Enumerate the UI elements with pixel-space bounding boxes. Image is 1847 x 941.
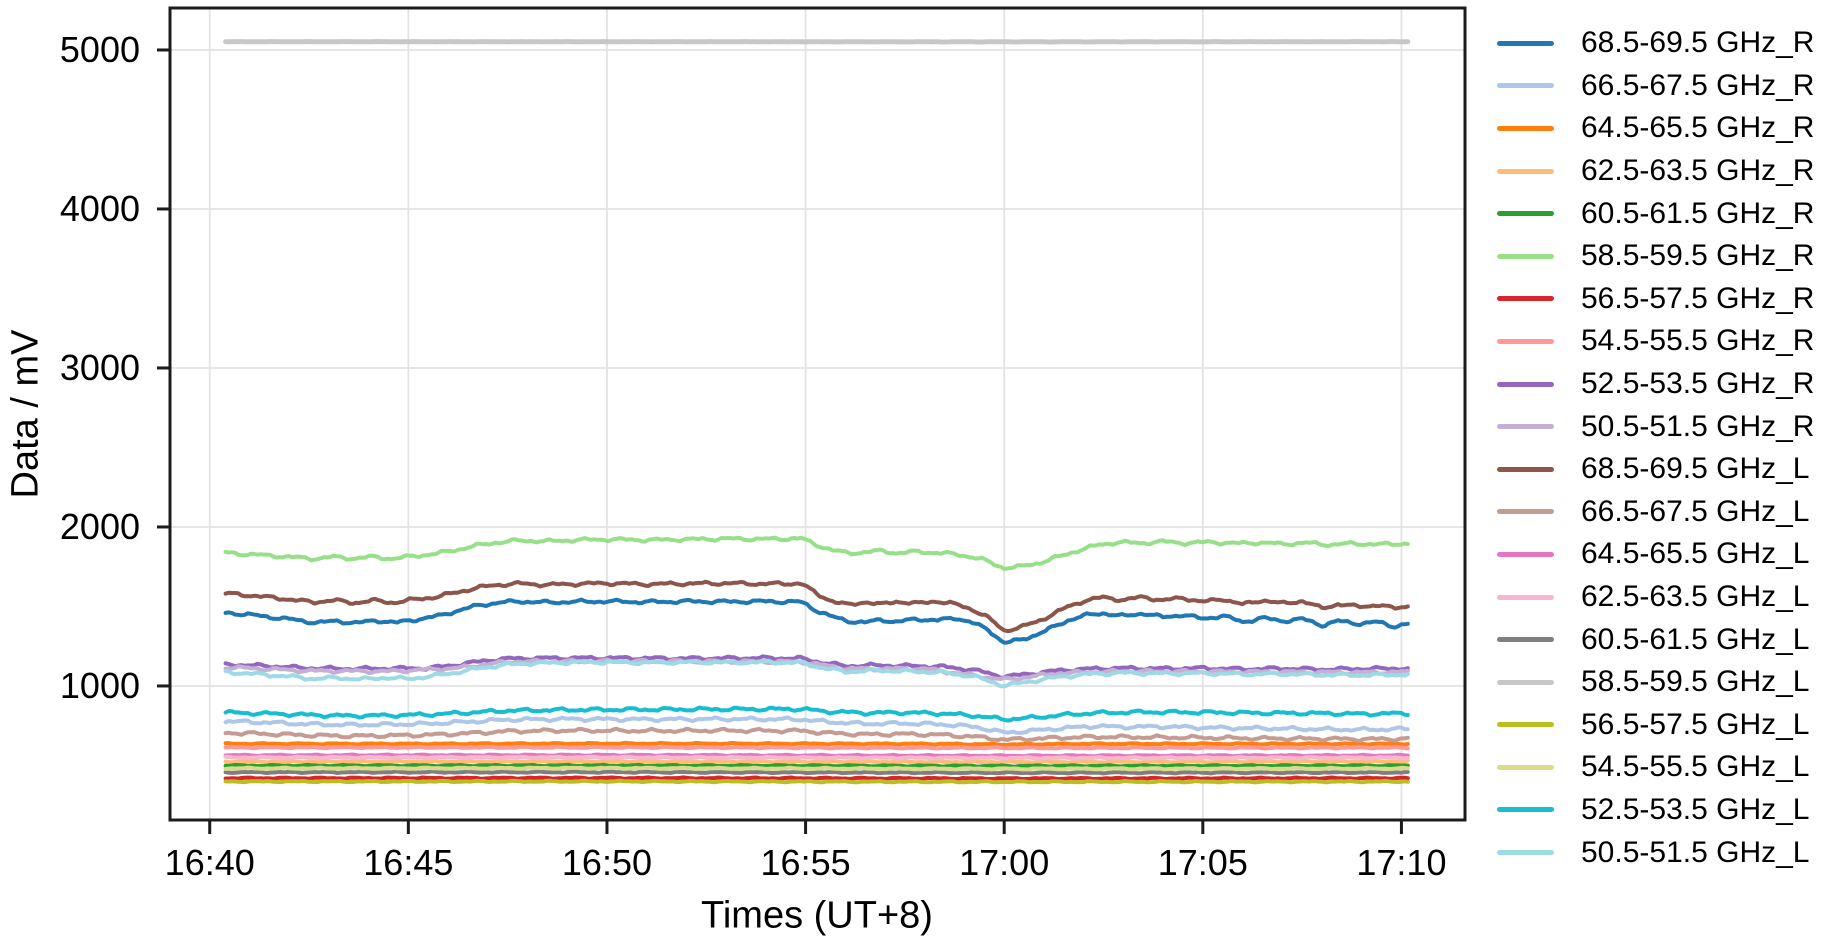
legend-swatch — [1497, 722, 1554, 728]
legend-swatch — [1497, 850, 1554, 856]
legend-swatch — [1497, 253, 1554, 259]
series-line-54.5-55.5 GHz_R — [223, 744, 1410, 751]
legend-swatch — [1497, 381, 1554, 387]
legend-swatch — [1497, 211, 1554, 217]
legend-item: 54.5-55.5 GHz_R — [1497, 320, 1814, 363]
plot-spines — [168, 6, 1467, 822]
series-line-64.5-65.5 GHz_L — [223, 752, 1410, 759]
series-line-68.5-69.5 GHz_L — [223, 579, 1410, 634]
legend-item: 50.5-51.5 GHz_R — [1497, 405, 1814, 448]
series-line-60.5-61.5 GHz_L — [223, 769, 1410, 776]
legend-label: 62.5-63.5 GHz_L — [1581, 580, 1810, 614]
legend-item: 52.5-53.5 GHz_R — [1497, 363, 1814, 406]
legend-label: 60.5-61.5 GHz_R — [1581, 196, 1815, 230]
series-line-50.5-51.5 GHz_L — [223, 658, 1410, 689]
legend-item: 60.5-61.5 GHz_R — [1497, 192, 1814, 235]
legend-item: 56.5-57.5 GHz_L — [1497, 704, 1814, 747]
y-tick-label: 2000 — [59, 505, 140, 547]
series-line-62.5-63.5 GHz_R — [223, 758, 1410, 765]
series-line-52.5-53.5 GHz_L — [223, 705, 1410, 723]
legend-item: 68.5-69.5 GHz_L — [1497, 448, 1814, 491]
legend-label: 54.5-55.5 GHz_R — [1581, 324, 1815, 358]
legend-item: 62.5-63.5 GHz_L — [1497, 576, 1814, 619]
series-line-50.5-51.5 GHz_R — [223, 657, 1410, 682]
legend-item: 56.5-57.5 GHz_R — [1497, 278, 1814, 321]
legend-swatch — [1497, 168, 1554, 174]
legend-swatch — [1497, 466, 1554, 472]
legend-swatch — [1497, 764, 1554, 770]
series-line-60.5-61.5 GHz_R — [223, 762, 1410, 769]
legend-label: 58.5-59.5 GHz_R — [1581, 239, 1815, 273]
y-tick-label: 5000 — [59, 28, 140, 70]
series-line-66.5-67.5 GHz_R — [223, 715, 1410, 735]
x-tick-label: 16:50 — [561, 842, 652, 883]
series-line-64.5-65.5 GHz_R — [223, 740, 1410, 747]
y-tick-label: 3000 — [59, 346, 140, 388]
series-line-58.5-59.5 GHz_L — [223, 39, 1411, 45]
x-tick-label: 16:55 — [760, 842, 851, 883]
legend-label: 54.5-55.5 GHz_L — [1581, 750, 1810, 784]
tick-marks — [157, 48, 1403, 834]
series-lines — [223, 39, 1411, 785]
series-line-56.5-57.5 GHz_L — [223, 778, 1410, 785]
legend-item: 54.5-55.5 GHz_L — [1497, 746, 1814, 789]
legend-item: 66.5-67.5 GHz_R — [1497, 65, 1814, 108]
legend: 68.5-69.5 GHz_R 66.5-67.5 GHz_R 64.5-65.5 … — [1497, 22, 1814, 874]
legend-item: 58.5-59.5 GHz_L — [1497, 661, 1814, 704]
legend-swatch — [1497, 637, 1554, 643]
legend-swatch — [1497, 338, 1554, 344]
x-tick-label: 17:10 — [1356, 842, 1447, 883]
legend-swatch — [1497, 125, 1554, 131]
series-line-58.5-59.5 GHz_R — [223, 535, 1410, 571]
legend-swatch — [1497, 40, 1554, 46]
legend-item: 60.5-61.5 GHz_L — [1497, 618, 1814, 661]
x-tick-label: 16:40 — [164, 842, 255, 883]
series-line-66.5-67.5 GHz_L — [223, 726, 1410, 743]
legend-swatch — [1497, 807, 1554, 813]
legend-label: 68.5-69.5 GHz_R — [1581, 26, 1815, 60]
x-tick-label: 17:00 — [959, 842, 1050, 883]
legend-item: 62.5-63.5 GHz_R — [1497, 150, 1814, 193]
series-line-62.5-63.5 GHz_L — [223, 754, 1410, 761]
legend-label: 68.5-69.5 GHz_L — [1581, 452, 1810, 486]
legend-item: 64.5-65.5 GHz_R — [1497, 107, 1814, 150]
legend-label: 66.5-67.5 GHz_R — [1581, 68, 1815, 102]
legend-item: 64.5-65.5 GHz_L — [1497, 533, 1814, 576]
series-line-68.5-69.5 GHz_R — [223, 597, 1410, 645]
gridlines — [170, 8, 1465, 820]
legend-label: 52.5-53.5 GHz_L — [1581, 792, 1810, 826]
legend-swatch — [1497, 679, 1554, 685]
legend-label: 64.5-65.5 GHz_L — [1581, 537, 1810, 571]
legend-label: 50.5-51.5 GHz_R — [1581, 409, 1815, 443]
legend-label: 62.5-63.5 GHz_R — [1581, 154, 1815, 188]
legend-swatch — [1497, 594, 1554, 600]
legend-label: 56.5-57.5 GHz_R — [1581, 281, 1815, 315]
legend-item: 52.5-53.5 GHz_L — [1497, 789, 1814, 832]
legend-label: 56.5-57.5 GHz_L — [1581, 707, 1810, 741]
legend-item: 58.5-59.5 GHz_R — [1497, 235, 1814, 278]
legend-label: 66.5-67.5 GHz_L — [1581, 494, 1810, 528]
legend-item: 68.5-69.5 GHz_R — [1497, 22, 1814, 65]
legend-label: 50.5-51.5 GHz_L — [1581, 835, 1810, 869]
y-tick-label: 4000 — [59, 187, 140, 229]
legend-swatch — [1497, 83, 1554, 89]
x-axis-title: Times (UT+8) — [701, 894, 933, 937]
legend-swatch — [1497, 509, 1554, 515]
legend-swatch — [1497, 551, 1554, 557]
legend-swatch — [1497, 296, 1554, 302]
series-line-56.5-57.5 GHz_R — [223, 775, 1410, 782]
legend-item: 50.5-51.5 GHz_L — [1497, 831, 1814, 874]
y-tick-label: 1000 — [59, 664, 140, 706]
series-line-54.5-55.5 GHz_L — [223, 765, 1410, 772]
legend-item: 66.5-67.5 GHz_L — [1497, 491, 1814, 534]
legend-label: 58.5-59.5 GHz_L — [1581, 665, 1810, 699]
x-tick-label: 17:05 — [1157, 842, 1248, 883]
legend-label: 64.5-65.5 GHz_R — [1581, 111, 1815, 145]
legend-label: 60.5-61.5 GHz_L — [1581, 622, 1810, 656]
legend-swatch — [1497, 424, 1554, 430]
x-tick-label: 16:45 — [363, 842, 454, 883]
legend-label: 52.5-53.5 GHz_R — [1581, 367, 1815, 401]
